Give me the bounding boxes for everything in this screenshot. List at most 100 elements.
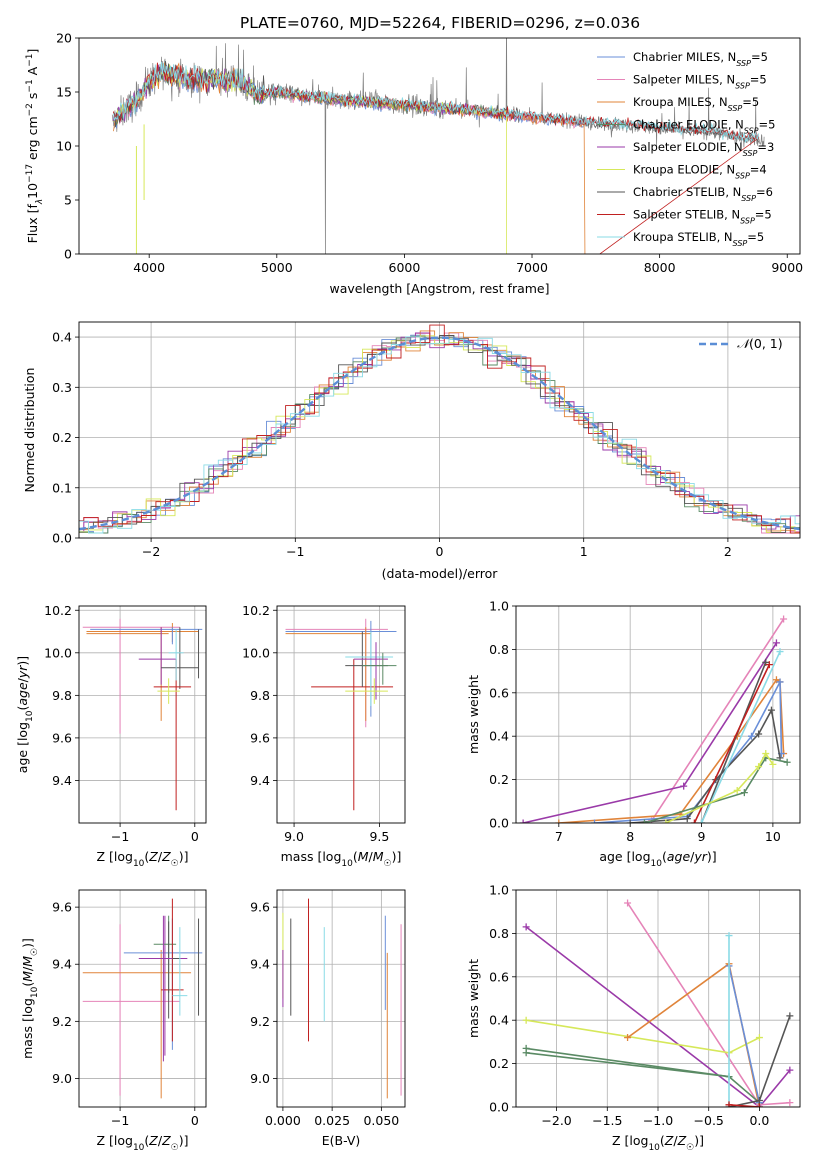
residual_hist-ytick-label: 0.0: [52, 531, 72, 546]
spectrum-ytick-label: 20: [56, 31, 72, 46]
age_vs_Z-xlabel: Z [log10(Z/Z☉)]: [96, 849, 188, 869]
spectrum-frame: [78, 37, 801, 255]
weight_vs_age-plot-area: [519, 615, 791, 823]
weight_vs_age-point-marker: [783, 758, 791, 766]
mass_vs_Z-ytick-label: 9.6: [52, 900, 72, 915]
mass_vs_Z-ytick-label: 9.2: [52, 1014, 72, 1029]
weight_vs_age-point-marker: [640, 819, 648, 823]
age_vs_mass-ytick-label: 9.8: [250, 688, 270, 703]
weight_vs_Z-point-marker: [725, 932, 733, 940]
weight_vs_Z-ytick-label: 0.2: [489, 1056, 509, 1071]
age_vs_mass-xtick-label: 9.0: [284, 829, 304, 844]
weight_vs_age-xtick-label: 7: [555, 829, 563, 844]
weight_vs_age-point-marker: [762, 658, 770, 666]
age_vs_Z-frame: [78, 605, 207, 824]
weight_vs_age-point-marker: [765, 661, 773, 669]
legend-label-chabrier_miles: Chabrier MILES, NSSP=5: [633, 50, 768, 68]
legend-label-chabrier_elodie: Chabrier ELODIE, NSSP=5: [633, 118, 775, 136]
weight_vs_age-series-line: [700, 662, 767, 823]
age_vs_mass-plot-area: [285, 618, 397, 811]
weight_vs_age-point-marker: [683, 815, 691, 823]
spectrum-ytick-label: 15: [56, 85, 72, 100]
weight_vs_Z-point-marker: [755, 1103, 763, 1107]
weight_vs_age-frame: [515, 605, 801, 824]
residual-xlabel: (data-model)/error: [382, 566, 499, 581]
spectrum-ytick-label: 5: [64, 193, 72, 208]
legend-label-salpeter_stelib: Salpeter STELIB, NSSP=5: [633, 208, 772, 226]
weight_vs_Z-point-marker: [522, 1049, 530, 1057]
weight_vs_age-xlabel: age [log10(age/yr)]: [599, 849, 716, 869]
weight_vs_age-axes: [512, 605, 800, 827]
residual_hist-plot-area: [79, 324, 800, 534]
spectrum-xtick-label: 6000: [389, 260, 421, 275]
weight_vs_age-xtick-label: 10: [765, 829, 781, 844]
weight_vs_age-point-marker: [755, 730, 763, 738]
weight_vs_age-point-marker: [680, 782, 688, 790]
residual_hist-xtick-label: 2: [724, 544, 732, 559]
weight_vs_Z-xtick-label: −1.0: [643, 1113, 673, 1128]
weight_vs_Z-series-line: [525, 1019, 760, 1054]
mass_vs_ebv-frame: [276, 889, 406, 1108]
residual_hist-xtick-label: 1: [580, 544, 588, 559]
age_vs_Z-ytick-label: 10.2: [44, 603, 72, 618]
residual_hist-ytick-label: 0.3: [52, 380, 72, 395]
weight_vs_Z-point-marker: [624, 1034, 632, 1042]
weight_vs_Z-xtick-label: −0.5: [694, 1113, 724, 1128]
weight_vs_Z-series-line: [728, 935, 760, 1107]
weight_vs_age-xtick-label: 9: [698, 829, 706, 844]
legend-label-chabrier_stelib: Chabrier STELIB, NSSP=6: [633, 185, 773, 203]
mass_vs_ebv-axes: [273, 890, 405, 1111]
weight_vs_Z-xtick-label: 0.0: [749, 1113, 769, 1128]
weight_vs_age-point-marker: [733, 786, 741, 794]
mass_vs_Z-xtick-label: 0: [191, 1113, 199, 1128]
histogram-kroupa_miles: [79, 330, 800, 534]
weight_vs_age-series-line: [644, 757, 788, 823]
age_vs_Z-ytick-label: 9.8: [52, 688, 72, 703]
mass_vs_ebv-plot-area: [282, 898, 402, 1099]
normal-distribution-curve: [79, 336, 800, 531]
weight_vs_Z-point-marker: [786, 1012, 794, 1020]
age_vs_mass-xtick-label: 9.5: [369, 829, 389, 844]
spectrum-plot-area: [111, 38, 765, 254]
spectrum-xtick-label: 9000: [771, 260, 803, 275]
weight_vs_age-ytick-label: 0.6: [489, 685, 509, 700]
model-spectrum-kroupa_stelib: [113, 61, 760, 143]
weight_vs_age-point-marker: [747, 732, 755, 740]
weight_vs_Z-ytick-label: 1.0: [489, 883, 509, 898]
age_vs_Z-xtick-label: 0: [191, 829, 199, 844]
mass_vs_Z-frame: [78, 889, 207, 1108]
residual_hist-frame: [78, 321, 801, 539]
weight_vs_age-point-marker: [772, 676, 780, 684]
legend-label-kroupa_elodie: Kroupa ELODIE, NSSP=4: [633, 163, 767, 181]
weight_vs_Z-xtick-label: −2.0: [541, 1113, 571, 1128]
age_vs_mass-ytick-label: 10.0: [242, 645, 270, 660]
mass_vs_ebv-xtick-label: 0.050: [363, 1113, 399, 1128]
figure-title: PLATE=0760, MJD=52264, FIBERID=0296, z=0…: [240, 14, 640, 32]
legend-label-kroupa_stelib: Kroupa STELIB, NSSP=5: [633, 230, 764, 248]
histogram-salpeter_miles: [79, 332, 800, 534]
spectrum-xtick-label: 4000: [133, 260, 165, 275]
weight_vs_age-point-marker: [519, 819, 527, 823]
legend-label-kroupa_miles: Kroupa MILES, NSSP=5: [633, 95, 759, 113]
mass_vs_ebv-ytick-label: 9.0: [250, 1071, 270, 1086]
weight_vs_age-point-marker: [772, 639, 780, 647]
age_vs_mass-ytick-label: 9.4: [250, 773, 270, 788]
weight_vs_age-point-marker: [690, 819, 698, 823]
mass_vs_Z-ylabel: mass [log10(M/M☉)]: [20, 938, 40, 1059]
weight_vs_Z-point-marker: [786, 1099, 794, 1107]
histogram-salpeter_elodie: [79, 332, 800, 533]
weight_vs_Z-frame: [515, 889, 801, 1108]
mass_vs_ebv-ytick-label: 9.6: [250, 900, 270, 915]
spectrum-ylabel: Flux [fλ10−17 erg cm−2 s−1 A−1]: [25, 49, 45, 244]
weight_vs_age-point-marker: [626, 819, 634, 823]
weight_vs_age-point-marker: [780, 615, 788, 623]
weight_vs_age-point-marker: [776, 678, 784, 686]
histogram-chabrier_stelib: [79, 335, 800, 534]
mass_vs_Z-ytick-label: 9.4: [52, 957, 72, 972]
weight_vs_age-series-line: [630, 707, 781, 823]
weight_vs_Z-ytick-label: 0.0: [489, 1100, 509, 1115]
age_vs_Z-ytick-label: 9.4: [52, 773, 72, 788]
weight_vs_age-ytick-label: 0.4: [489, 729, 509, 744]
mass_vs_ebv-ytick-label: 9.4: [250, 957, 270, 972]
